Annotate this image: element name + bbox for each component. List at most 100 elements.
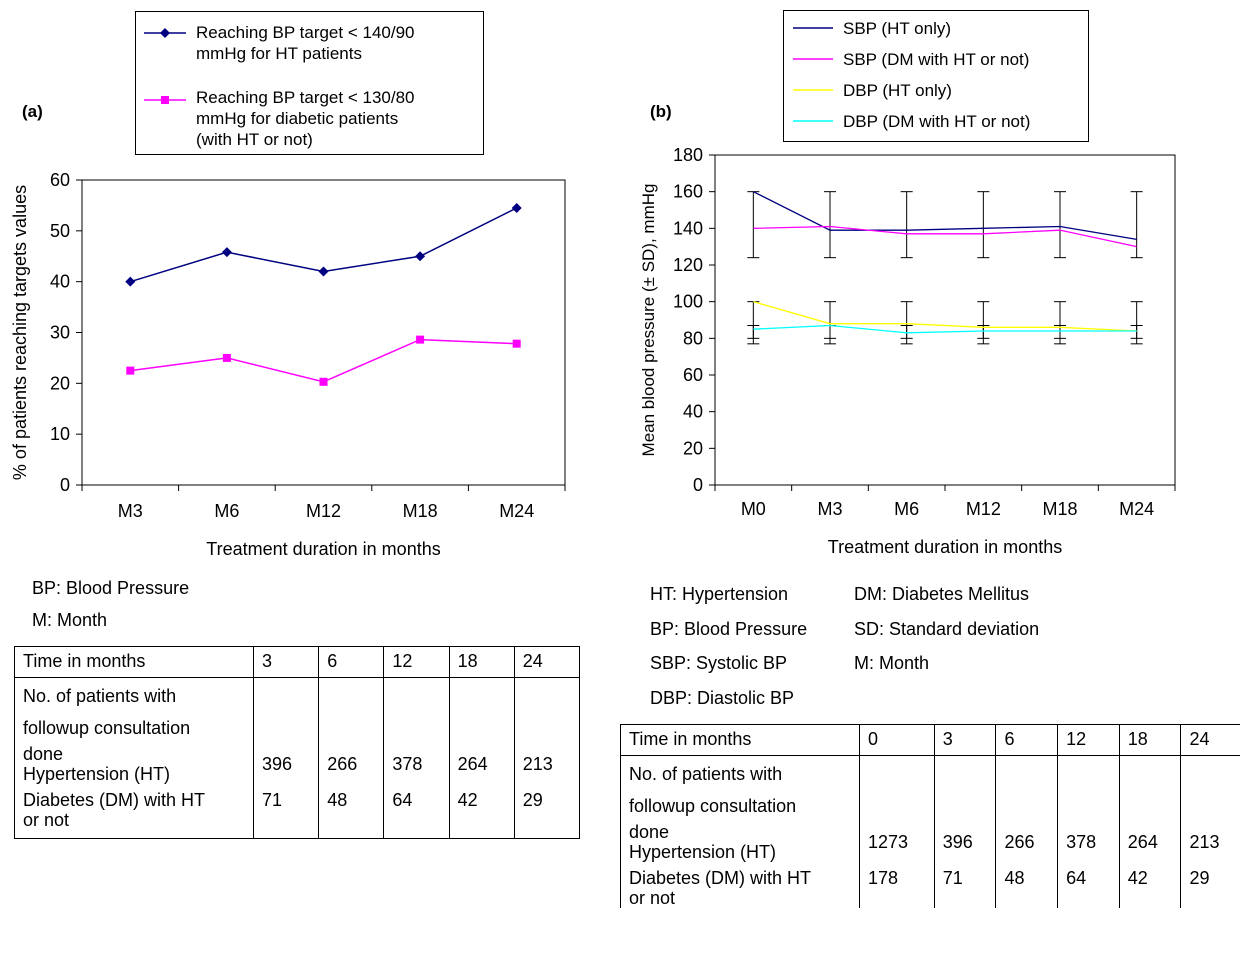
table-cell: 6	[318, 646, 385, 678]
x-axis-label: Treatment duration in months	[206, 539, 440, 559]
table-cell: 178	[859, 862, 935, 908]
y-axis-label: Mean blood pressure (± SD), mmHg	[639, 184, 658, 457]
table-header-row: Time in months 3 6 12 18 24	[14, 646, 581, 678]
data-point	[319, 377, 328, 386]
y-tick-label: 140	[673, 218, 703, 238]
legend-entry-dm: Reaching BP target < 130/80 mmHg for dia…	[196, 87, 415, 150]
series-line	[130, 338, 517, 383]
legend-line: mmHg for HT patients	[196, 44, 362, 63]
y-axis-label: % of patients reaching targets values	[10, 185, 30, 480]
x-tick-label: M24	[499, 501, 534, 521]
data-point	[125, 276, 136, 287]
legend-line: (with HT or not)	[196, 130, 313, 149]
panel-a-legend: Reaching BP target < 140/90 mmHg for HT …	[135, 11, 484, 155]
series-line	[753, 301, 1137, 332]
table-cell: Time in months	[620, 724, 860, 756]
y-tick-label: 0	[60, 475, 70, 495]
table-cell: 0	[859, 724, 935, 756]
table-row: No. of patients with followup consultati…	[620, 755, 1240, 862]
panel-b-legend-items: SBP (HT only) SBP (DM with HT or not) DBP …	[793, 19, 1030, 131]
chart-b: 0 20 40 60 80 100 120 140 160 180 M0 M3 M6 M12 M18 M24 T…	[639, 145, 1176, 557]
y-tick-label: 40	[683, 402, 703, 422]
table-cell: 29	[513, 784, 581, 839]
label-line: Diabetes (DM) with HT	[629, 868, 812, 888]
x-tick-label: M24	[1119, 499, 1154, 519]
y-tick-label: 20	[683, 438, 703, 458]
table-cell: 71	[252, 784, 320, 839]
panel-b-note: SBP: Systolic BP	[650, 653, 788, 673]
x-tick-label: M12	[966, 499, 1001, 519]
label-line: Hypertension (HT)	[629, 842, 777, 862]
panel-a-note: M: Month	[32, 610, 108, 630]
chart-a: 0 10 20 30 40 50 60 M3 M6 M12 M18 M24 Treatment dura…	[10, 170, 566, 559]
table-cell: 12	[383, 646, 450, 678]
panel-a-label: (a)	[22, 102, 43, 121]
panel-a-table: Time in months 3 6 12 18 24 No. of patie…	[14, 646, 581, 839]
legend-line: Reaching BP target < 130/80	[196, 88, 415, 107]
table-cell: 378	[1057, 755, 1120, 862]
table-cell: 24	[513, 646, 581, 678]
x-tick-label: M3	[817, 499, 842, 519]
y-tick-label: 10	[50, 424, 70, 444]
y-tick-label: 160	[673, 182, 703, 202]
legend-entry: SBP (DM with HT or not)	[843, 50, 1029, 69]
table-cell: 266	[995, 755, 1059, 862]
series-line	[753, 191, 1137, 240]
table-cell: 264	[1118, 755, 1182, 862]
panel-a-note: BP: Blood Pressure	[32, 578, 190, 598]
table-cell: Time in months	[14, 646, 254, 678]
y-tick-label: 40	[50, 272, 70, 292]
x-tick-label: M18	[1042, 499, 1077, 519]
y-tick-label: 30	[50, 323, 70, 343]
label-line: No. of patients with	[23, 686, 177, 706]
y-tick-label: 180	[673, 145, 703, 165]
table-cell: 3	[933, 724, 997, 756]
y-tick-label: 60	[683, 365, 703, 385]
table-cell: 396	[933, 755, 997, 862]
table-cell: 396	[252, 677, 320, 784]
table-cell: 64	[383, 784, 450, 839]
data-point	[512, 339, 521, 348]
panel-b-label: (b)	[650, 102, 672, 121]
label-line: or not	[629, 888, 676, 908]
table-cell: 64	[1057, 862, 1120, 908]
series-line	[753, 225, 1137, 248]
y-tick-label: 60	[50, 170, 70, 190]
y-tick-label: 20	[50, 373, 70, 393]
table-header-row: Time in months 0 3 6 12 18 24	[620, 724, 1240, 756]
label-line: Diabetes (DM) with HT	[23, 790, 206, 810]
label-line: or not	[23, 810, 70, 830]
legend-line: mmHg for diabetic patients	[196, 109, 399, 128]
legend-entry: SBP (HT only)	[843, 19, 951, 38]
legend-marker-diamond-icon	[144, 28, 186, 38]
table-row-label: No. of patients with followup consultati…	[14, 677, 254, 784]
panel-b-legend	[783, 10, 1089, 142]
table-cell: 18	[1118, 724, 1182, 756]
legend-entry: DBP (HT only)	[843, 81, 952, 100]
label-line: done	[629, 822, 670, 842]
panel-b-note: DM: Diabetes Mellitus	[854, 584, 1030, 604]
data-point	[415, 251, 426, 262]
label-line: Hypertension (HT)	[23, 764, 171, 784]
y-tick-label: 0	[693, 475, 703, 495]
table-cell: 1273	[859, 755, 935, 862]
table-cell: 213	[513, 677, 581, 784]
table-row: No. of patients with followup consultati…	[14, 677, 581, 784]
table-cell: 48	[995, 862, 1059, 908]
label-line: done	[23, 744, 64, 764]
table-cell: 42	[448, 784, 515, 839]
data-point	[416, 335, 425, 344]
x-tick-label: M18	[403, 501, 438, 521]
y-tick-label: 100	[673, 292, 703, 312]
plot-area	[714, 154, 1176, 486]
panel-b-table: Time in months 0 3 6 12 18 24 No. of pat…	[620, 724, 1240, 908]
legend-marker-square-icon	[144, 96, 186, 104]
series-line	[753, 324, 1137, 334]
table-row: Diabetes (DM) with HT or not 178 71 48 6…	[620, 862, 1240, 908]
table-cell: 29	[1180, 862, 1240, 908]
label-line: followup consultation	[629, 796, 797, 816]
x-tick-label: M0	[741, 499, 766, 519]
panel-b-note: BP: Blood Pressure	[650, 619, 808, 639]
y-tick-label: 80	[683, 328, 703, 348]
table-row: Diabetes (DM) with HT or not 71 48 64 42…	[14, 784, 581, 839]
